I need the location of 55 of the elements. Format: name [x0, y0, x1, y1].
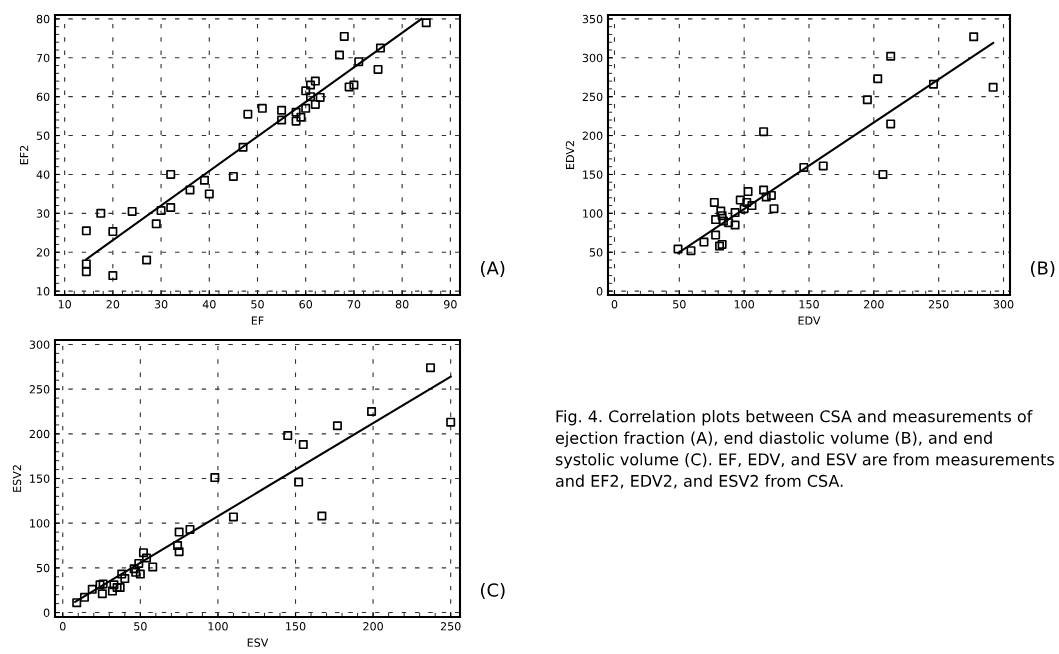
x-tick-label: 300 [993, 300, 1014, 309]
x-tick-label: 100 [734, 300, 755, 309]
x-tick-label: 200 [363, 622, 383, 631]
y-tick-label: 200 [29, 429, 50, 439]
y-tick-label: 80 [36, 14, 50, 24]
y-tick-label: 0 [596, 287, 603, 296]
y-tick-label: 50 [36, 563, 50, 573]
x-tick-label: 50 [251, 300, 264, 309]
x-axis-title: ESV [247, 638, 269, 647]
x-tick-label: 40 [202, 300, 216, 309]
y-tick-label: 250 [29, 385, 50, 394]
y-tick-label: 300 [582, 53, 603, 63]
y-tick-label: 350 [582, 14, 603, 24]
y-tick-label: 50 [36, 131, 50, 140]
x-tick-label: 250 [928, 300, 949, 309]
y-tick-label: 60 [36, 92, 50, 102]
y-axis-title: ESV2 [12, 465, 22, 492]
x-tick-label: 50 [134, 622, 147, 631]
x-tick-label: 90 [443, 300, 457, 309]
x-tick-label: 150 [799, 300, 819, 309]
x-tick-label: 250 [440, 622, 461, 631]
x-tick-label: 10 [58, 300, 71, 309]
y-tick-label: 10 [37, 287, 50, 296]
x-tick-label: 70 [347, 300, 361, 309]
x-tick-label: 30 [154, 300, 168, 309]
y-tick-label: 50 [589, 248, 603, 257]
y-tick-label: 40 [36, 170, 50, 179]
y-axis-title: EF2 [19, 145, 29, 165]
x-tick-label: 100 [208, 622, 228, 631]
x-tick-label: 150 [286, 622, 306, 631]
text: (A) [481, 260, 505, 277]
y-tick-label: 250 [582, 92, 603, 102]
y-tick-label: 20 [36, 248, 50, 257]
y-tick-label: 150 [30, 474, 50, 483]
y-axis-title: EDV2 [565, 141, 575, 169]
x-tick-label: 50 [673, 300, 686, 309]
x-tick-label: 80 [395, 300, 409, 309]
x-tick-label: 200 [864, 300, 884, 309]
y-tick-label: 200 [582, 131, 603, 140]
x-tick-label: 20 [106, 300, 120, 309]
text: (B) [1031, 260, 1055, 277]
x-axis-title: EDV [798, 316, 821, 325]
x-tick-label: 0 [611, 300, 618, 309]
y-tick-label: 150 [583, 170, 603, 179]
y-tick-label: 30 [36, 209, 50, 218]
y-tick-label: 300 [29, 340, 50, 349]
x-tick-label: 0 [59, 622, 66, 631]
y-tick-label: 100 [583, 209, 603, 218]
caption: Fig. 4. Correlation plots between CSA and measurements of ejection fraction (A), end diastolic volume (B), and end systolic volume (C). EF, EDV, and ESV are from measurements and EF2, EDV2, and ESV2 from CSA. [555, 410, 1054, 489]
x-axis-title: EF [251, 316, 264, 325]
y-tick-label: 100 [30, 519, 50, 528]
y-tick-label: 70 [36, 53, 50, 63]
y-tick-label: 0 [43, 608, 50, 617]
x-tick-label: 60 [299, 300, 313, 309]
text: (C) [481, 582, 505, 599]
